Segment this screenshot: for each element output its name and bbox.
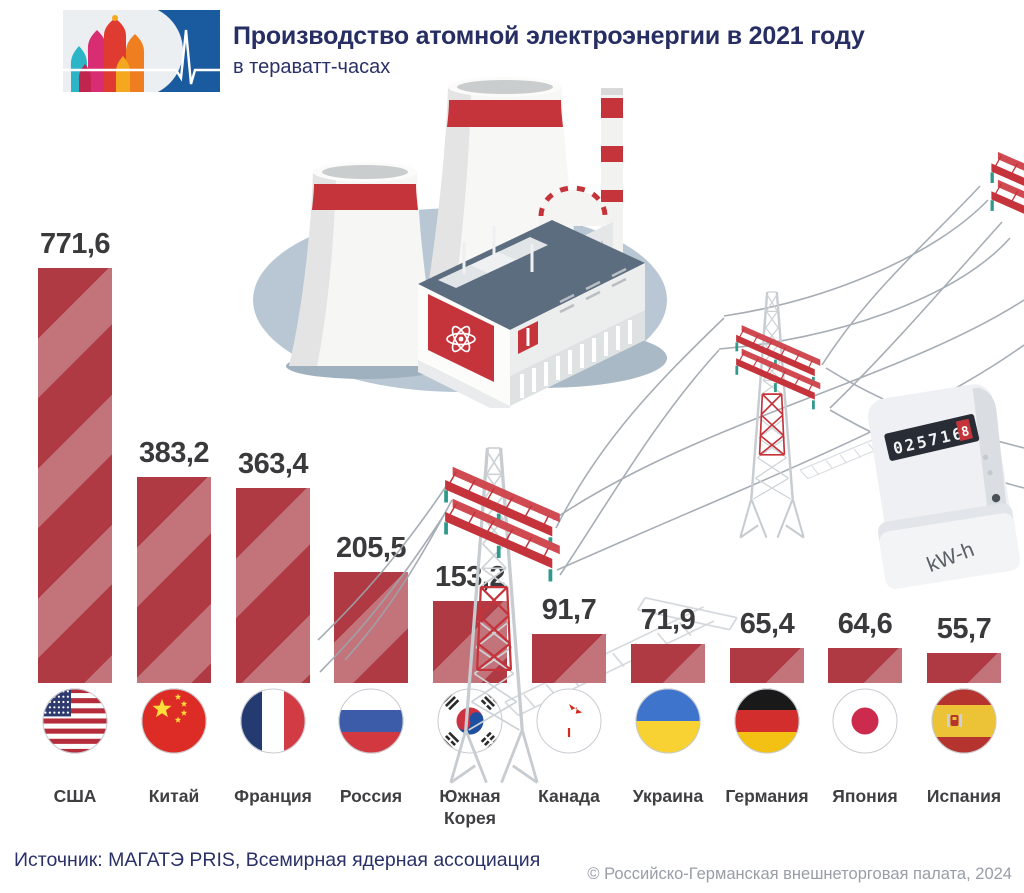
flag-spain xyxy=(931,688,997,754)
bar-china xyxy=(137,477,211,683)
country-label-germany: Германия xyxy=(725,786,809,806)
bar-canada xyxy=(532,634,606,683)
value-label-south-korea: 153,2 xyxy=(434,561,506,593)
value-label-france: 363,4 xyxy=(237,448,309,480)
value-label-usa: 771,6 xyxy=(39,228,111,260)
copyright-note: © Российско-Германская внешнеторговая па… xyxy=(587,865,1012,883)
bar-russia xyxy=(334,572,408,683)
bar-spain xyxy=(927,653,1001,683)
source-note: Источник: МАГАТЭ PRIS, Всемирная ядерная… xyxy=(14,849,541,871)
flag-china xyxy=(141,688,207,754)
bar-ukraine xyxy=(631,644,705,683)
bar-france xyxy=(236,488,310,683)
country-label-spain: Испания xyxy=(926,786,1002,806)
value-label-germany: 65,4 xyxy=(739,608,795,640)
chamber-logo xyxy=(63,5,220,97)
bar-japan xyxy=(828,648,902,683)
country-label-south-korea: Южная Корея xyxy=(439,786,501,828)
value-label-spain: 55,7 xyxy=(936,613,992,645)
country-label-japan: Япония xyxy=(832,786,898,806)
country-label-france: Франция xyxy=(234,786,312,806)
country-label-ukraine: Украина xyxy=(632,786,704,806)
bar-usa xyxy=(38,268,112,683)
country-label-usa: США xyxy=(53,786,97,806)
country-label-china: Китай xyxy=(148,786,200,806)
flag-france xyxy=(240,688,306,754)
page-title: Производство атомной электроэнергии в 20… xyxy=(233,22,865,50)
flag-germany xyxy=(734,688,800,754)
flag-japan xyxy=(832,688,898,754)
flag-usa xyxy=(42,688,108,754)
value-label-china: 383,2 xyxy=(138,437,210,469)
bar-germany xyxy=(730,648,804,683)
bar-south-korea xyxy=(433,601,507,683)
flag-south-korea xyxy=(437,688,503,754)
flag-ukraine xyxy=(635,688,701,754)
country-label-russia: Россия xyxy=(339,786,403,806)
cathedral-ecg-icon xyxy=(63,5,220,97)
flag-russia xyxy=(338,688,404,754)
page-subtitle: в тераватт-часах xyxy=(233,56,391,78)
country-label-canada: Канада xyxy=(538,786,600,806)
value-label-japan: 64,6 xyxy=(837,608,893,640)
flag-canada xyxy=(536,688,602,754)
